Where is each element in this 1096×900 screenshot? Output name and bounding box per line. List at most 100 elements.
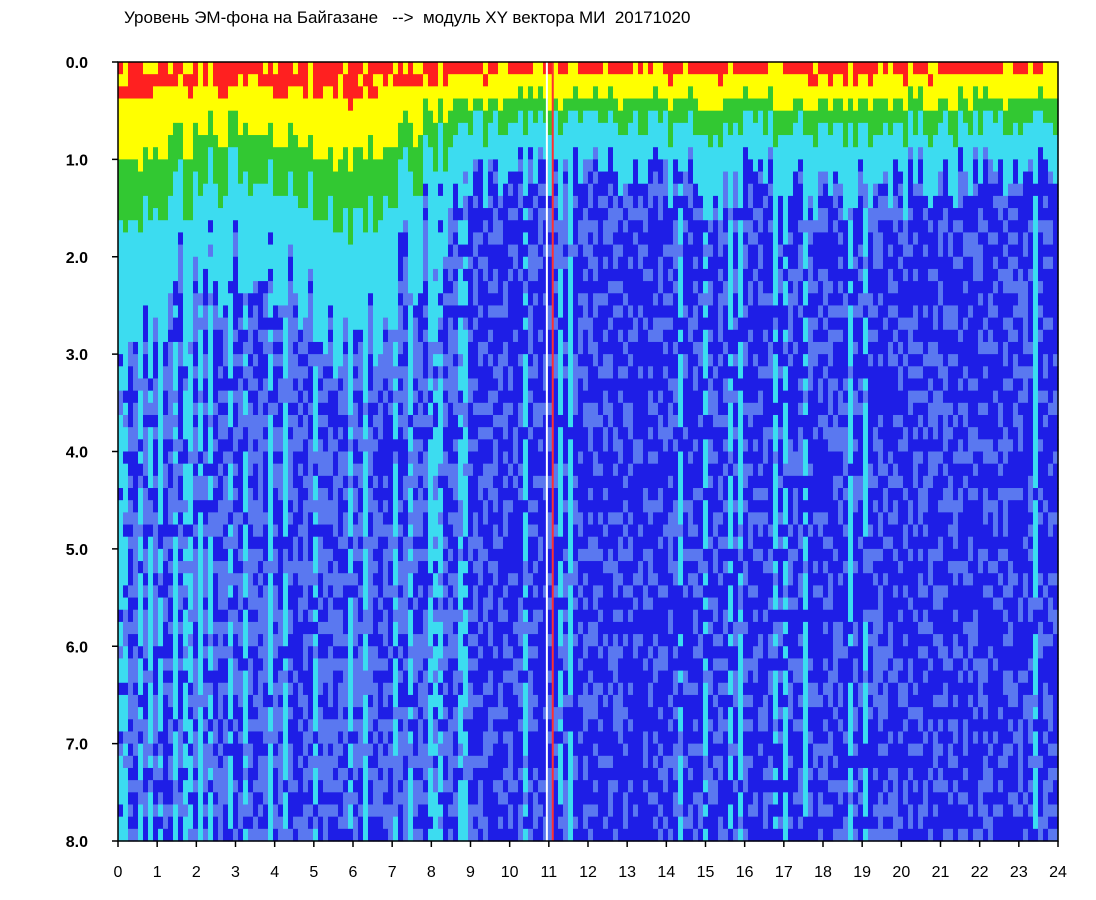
heat-cell	[178, 171, 184, 185]
heat-cell	[128, 609, 134, 623]
heat-cell	[498, 597, 504, 611]
heat-cell	[268, 74, 274, 87]
heat-cell	[368, 305, 374, 319]
heat-cell	[373, 804, 379, 818]
heat-cell	[133, 402, 139, 416]
heat-cell	[183, 62, 189, 75]
heat-cell	[143, 743, 149, 757]
heat-cell	[358, 500, 364, 513]
heat-cell	[218, 682, 224, 696]
heat-cell	[408, 451, 414, 465]
heat-cell	[388, 366, 394, 380]
heat-cell	[438, 366, 444, 380]
heat-cell	[428, 524, 434, 538]
heat-cell	[473, 402, 479, 416]
heat-cell	[283, 658, 289, 672]
heat-cell	[483, 86, 489, 100]
heat-cell	[303, 682, 309, 696]
heat-cell	[498, 609, 504, 623]
heat-cell	[368, 402, 374, 416]
heat-cell	[213, 183, 219, 197]
heat-cell	[228, 646, 234, 660]
heat-cell	[448, 621, 454, 635]
heat-cell	[128, 244, 134, 258]
heat-cell	[393, 62, 399, 75]
heat-cell	[348, 646, 354, 660]
heat-cell	[298, 159, 304, 173]
heat-cell	[163, 597, 169, 611]
heat-cell	[193, 670, 199, 684]
heat-cell	[403, 561, 409, 574]
heat-cell	[253, 195, 259, 209]
heat-cell	[208, 439, 214, 453]
heat-cell	[188, 488, 194, 501]
heat-cell	[183, 792, 189, 806]
heat-cell	[423, 597, 429, 611]
heat-cell	[123, 171, 129, 185]
heat-cell	[163, 682, 169, 696]
heat-cell	[448, 341, 454, 355]
heat-cell	[208, 208, 214, 221]
heat-cell	[443, 512, 449, 526]
heat-cell	[163, 767, 169, 781]
heat-cell	[473, 804, 479, 818]
heat-cell	[313, 354, 319, 367]
heat-cell	[128, 719, 134, 733]
heat-cell	[243, 147, 249, 160]
heat-cell	[408, 171, 414, 185]
heat-cell	[413, 524, 419, 538]
heat-cell	[348, 244, 354, 258]
heat-cell	[263, 62, 269, 75]
heat-cell	[478, 561, 484, 574]
heat-cell	[203, 548, 209, 562]
heat-cell	[128, 122, 134, 136]
heat-cell	[333, 767, 339, 781]
heat-cell	[373, 268, 379, 282]
heat-cell	[333, 451, 339, 465]
heat-cell	[153, 767, 159, 781]
heat-cell	[263, 341, 269, 355]
heat-cell	[258, 524, 264, 538]
heat-cell	[223, 451, 229, 465]
heat-cell	[348, 488, 354, 501]
heat-cell	[323, 147, 329, 160]
heat-cell	[218, 414, 224, 428]
heat-cell	[308, 475, 314, 489]
heat-cell	[153, 792, 159, 806]
heat-cell	[423, 512, 429, 526]
heat-cell	[278, 609, 284, 623]
heat-cell	[328, 135, 334, 148]
heat-cell	[123, 439, 129, 453]
heat-cell	[153, 573, 159, 586]
heat-cell	[288, 439, 294, 453]
heat-cell	[133, 208, 139, 221]
heat-cell	[503, 98, 509, 112]
heat-cell	[153, 378, 159, 392]
heat-cell	[153, 208, 159, 221]
heat-cell	[368, 694, 374, 708]
heat-cell	[303, 256, 309, 270]
heat-cell	[503, 767, 509, 781]
heat-cell	[423, 573, 429, 586]
heat-cell	[183, 159, 189, 173]
heat-cell	[248, 816, 254, 830]
heat-cell	[273, 354, 279, 367]
heat-cell	[233, 524, 239, 538]
heat-cell	[418, 719, 424, 733]
heat-cell	[143, 451, 149, 465]
heat-cell	[223, 268, 229, 282]
heat-cell	[278, 816, 284, 830]
heat-cell	[298, 719, 304, 733]
heat-cell	[263, 634, 269, 647]
heat-cell	[298, 317, 304, 331]
heat-cell	[398, 719, 404, 733]
heat-cell	[428, 147, 434, 160]
heat-cell	[418, 208, 424, 221]
heat-cell	[463, 171, 469, 185]
heat-cell	[263, 256, 269, 270]
heat-cell	[283, 402, 289, 416]
heat-cell	[243, 427, 249, 440]
heat-cell	[403, 755, 409, 769]
heat-cell	[428, 719, 434, 733]
heat-cell	[228, 585, 234, 599]
